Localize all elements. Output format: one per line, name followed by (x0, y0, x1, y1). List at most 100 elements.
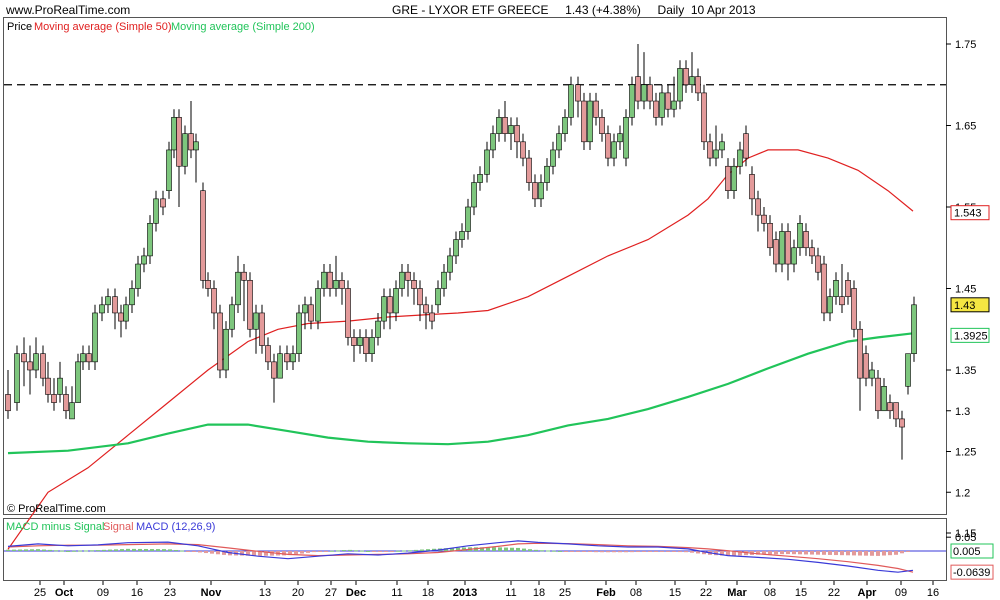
ma200-line (7, 332, 914, 455)
macd-histogram-bar (66, 551, 70, 552)
candle-down (605, 133, 611, 159)
macd-badge (950, 543, 994, 559)
candle-down (707, 141, 713, 159)
candle-up (166, 149, 172, 191)
macd-histogram-bar (408, 550, 412, 552)
macd-histogram-bar (828, 551, 832, 555)
candle-up (290, 353, 296, 363)
chart-header: GRE - LYXOR ETF GREECE 1.43 (+4.38%) Dai… (392, 3, 756, 17)
macd-histogram-bar (576, 551, 580, 552)
candle-up (477, 174, 483, 183)
macd-histogram-bar (42, 549, 46, 551)
y-tick-label: 1.45 (955, 284, 976, 296)
candle-up (490, 133, 496, 151)
price-panel (3, 17, 947, 515)
macd-histogram-bar (156, 549, 160, 551)
candle-up (302, 304, 308, 314)
macd-histogram-bar (528, 549, 532, 551)
candle-down (5, 394, 11, 412)
macd-histogram-bar (240, 551, 244, 556)
candle-down (683, 68, 689, 86)
macd-histogram-bar (84, 550, 88, 552)
candle-up (471, 182, 477, 208)
macd-histogram-bar (366, 551, 370, 552)
macd-histogram-bar (216, 551, 220, 555)
candle-up (123, 304, 129, 322)
macd-histogram-bar (606, 551, 610, 553)
candle-up (69, 402, 75, 420)
candle-down (893, 402, 899, 420)
macd-badge-label: 0.005 (953, 546, 981, 558)
macd-histogram-bar (858, 551, 862, 556)
macd-histogram-bar (426, 549, 430, 551)
macd-histogram-bar (384, 551, 388, 552)
macd-line (7, 540, 914, 573)
candle-down (695, 76, 701, 94)
macd-histogram-bar (60, 550, 64, 552)
macd-histogram-bar (48, 549, 52, 551)
candle-down (839, 296, 845, 306)
candle-down (749, 174, 755, 200)
candle-up (731, 165, 737, 192)
candle-up (229, 304, 235, 330)
macd-histogram-bar (768, 551, 772, 555)
candle-down (593, 100, 599, 118)
macd-histogram-bar (846, 551, 850, 556)
y-tick-label: 1.3 (955, 406, 970, 418)
macd-histogram-bar (906, 551, 910, 552)
candle-down (417, 288, 423, 306)
macd-histogram-bar (618, 551, 622, 553)
price-badge-label: 1.543 (954, 208, 982, 220)
candle-up (677, 68, 683, 102)
macd-histogram-bar (870, 551, 874, 556)
macd-histogram-bar (822, 551, 826, 555)
legend-price: Price (7, 21, 32, 33)
macd-histogram-bar (786, 551, 790, 555)
macd-histogram-bar (174, 549, 178, 551)
macd-histogram-bar (12, 549, 16, 551)
macd-histogram-bar (144, 548, 148, 551)
macd-histogram-bar (666, 551, 670, 552)
candle-down (767, 223, 773, 249)
y-tick-label: 1.75 (955, 39, 976, 51)
candle-down (647, 84, 653, 102)
macd-histogram-bar (18, 549, 22, 551)
macd-histogram-bar (810, 551, 814, 555)
candle-down (345, 288, 351, 338)
macd-histogram-bar (678, 551, 682, 553)
candle-down (112, 296, 118, 314)
macd-histogram-bar (282, 551, 286, 556)
macd-badge (950, 564, 994, 580)
candle-down (327, 271, 333, 289)
candle-down (845, 280, 851, 297)
candle-down (785, 231, 791, 265)
macd-histogram-bar (108, 549, 112, 551)
macd-histogram-bar (852, 551, 856, 556)
macd-histogram-bar (684, 551, 688, 553)
macd-histogram-bar (624, 551, 628, 553)
candle-up (147, 223, 153, 257)
candle-up (827, 296, 833, 314)
y-tick-label: 1.35 (955, 365, 976, 377)
candle-up (153, 198, 159, 224)
x-tick-label: 22 (828, 587, 840, 599)
x-tick-label: 2013 (453, 587, 477, 599)
candle-down (665, 92, 671, 110)
candle-down (575, 84, 581, 102)
x-tick-label: 09 (895, 587, 907, 599)
macd-histogram-bar (96, 550, 100, 552)
macd-histogram-bar (198, 551, 202, 553)
macd-histogram-bar (876, 551, 880, 556)
y-tick-label: 1.65 (955, 121, 976, 133)
candle-down (118, 312, 124, 322)
macd-histogram-bar (252, 551, 256, 556)
candle-up (193, 141, 199, 151)
candle-up (484, 149, 490, 175)
candle-up (105, 296, 111, 306)
candle-down (259, 312, 265, 346)
candle-up (689, 76, 695, 86)
candle-down (863, 353, 869, 379)
legend-macd-line: MACD (12,26,9) (136, 521, 215, 533)
candle-up (321, 271, 327, 289)
